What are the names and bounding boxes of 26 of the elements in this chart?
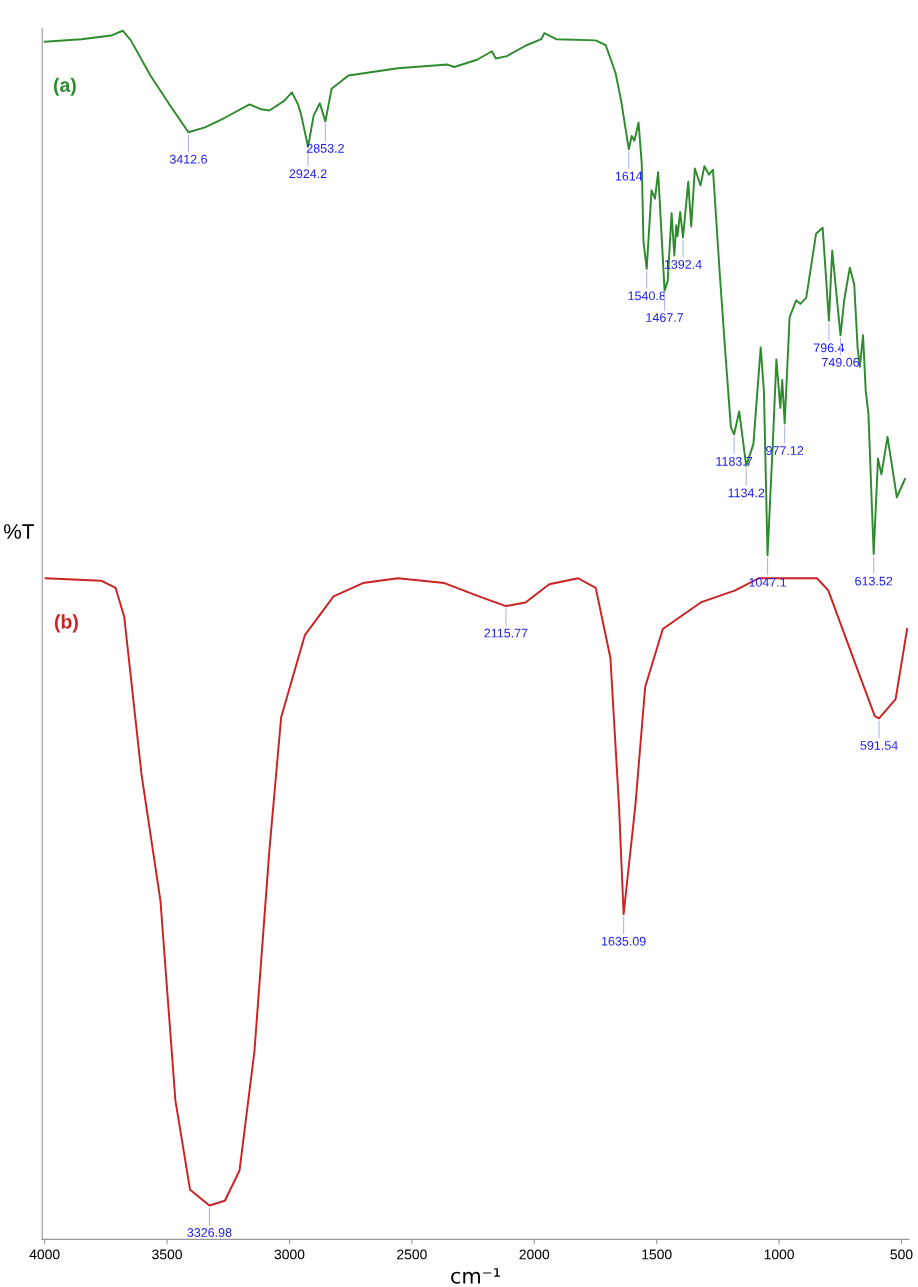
x-tick-label: 4000 [29,1249,60,1260]
annotation: 1635.09 [601,936,646,946]
annotation: 1047.1 [749,577,787,587]
annotation: 1134.2 [728,488,765,498]
x-tick-label: 3000 [274,1249,305,1260]
x-tick-label: 2500 [397,1249,427,1260]
annotation: 613.52 [855,576,893,586]
annotation: 591.54 [860,741,898,750]
x-axis-title: cm⁻¹ [451,1268,500,1284]
annotation: 3412.6 [169,154,208,164]
x-tick-label: 1000 [764,1249,794,1260]
annotation: 749.06 [822,357,860,367]
x-tick-label: 3500 [152,1249,182,1260]
x-tick-label: 1500 [642,1249,672,1260]
annotation: 1467.7 [646,313,684,322]
annotation: 796.4 [813,343,845,353]
series-label: (a) [53,77,76,96]
y-axis-title: %T [3,524,34,539]
x-tick-label: 500 [890,1249,913,1260]
annotation: 1540.8 [628,291,666,301]
annotation: 3326.98 [187,1228,232,1237]
annotation: 2853.2 [306,143,344,153]
annotation: 2115.77 [484,628,528,638]
x-tick-label: 2000 [519,1249,550,1260]
annotation: 2924.2 [289,169,327,179]
series-label: (b) [54,614,78,633]
